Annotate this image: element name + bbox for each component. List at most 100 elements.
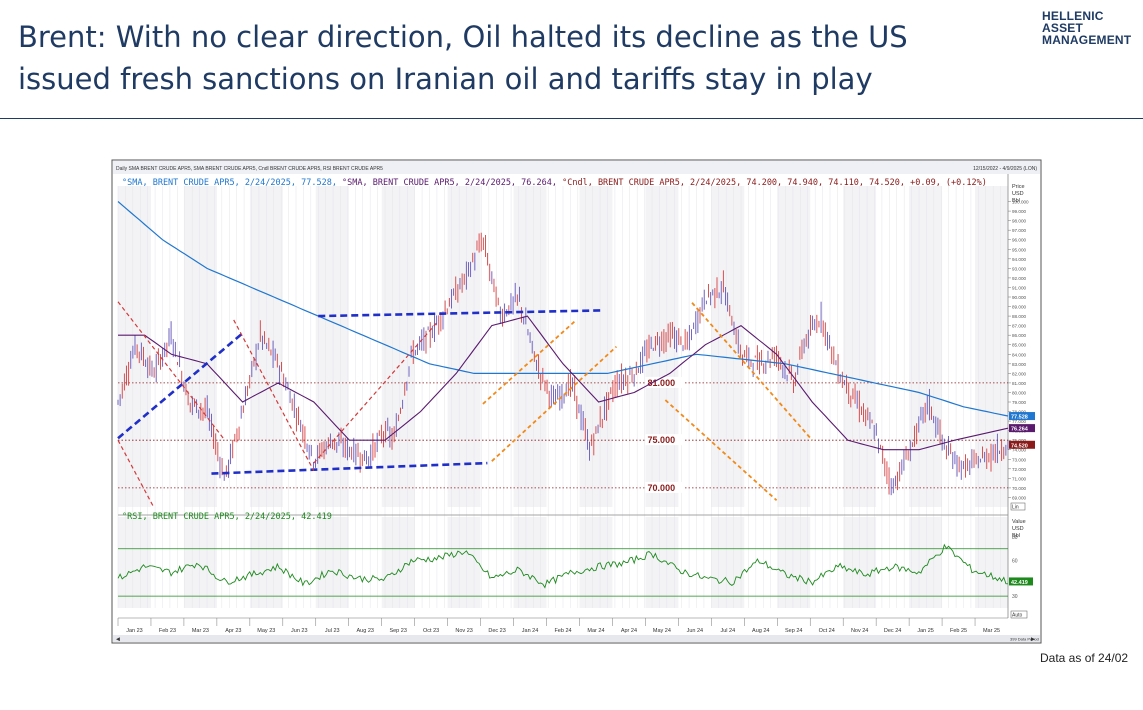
rsi-last-tag [1009, 577, 1033, 586]
x-month-label: Sep 23 [389, 628, 406, 634]
y-tick-label: 75.000 [1012, 438, 1026, 443]
price-axis-title: Bbl [1012, 198, 1020, 204]
x-month-label: Aug 24 [752, 628, 769, 634]
y-tick-label: 97.000 [1012, 228, 1026, 233]
y-tick-label: 90.000 [1012, 295, 1026, 300]
scroll-bar [113, 635, 1040, 642]
y-tick-label: 87.000 [1012, 324, 1026, 329]
last-value-label: 74.520 [1011, 443, 1028, 449]
x-month-label: Jan 25 [917, 628, 934, 634]
level-label-bg [645, 434, 684, 446]
data-period-label: 399 Data Period [1010, 637, 1039, 642]
rsi-last-label: 42.419 [1011, 580, 1028, 586]
rsi-tick-label: 80 [1012, 535, 1018, 541]
price-axis-title: Price [1012, 184, 1025, 190]
trendline-blue [318, 309, 604, 318]
trendline-orange [664, 399, 778, 501]
logo-line-3: MANAGEMENT [1042, 33, 1132, 47]
y-tick-label: 84.000 [1012, 352, 1026, 357]
level-label-bg [645, 481, 684, 493]
last-value-tag [1009, 440, 1035, 449]
month-band [711, 186, 745, 507]
month-band [777, 517, 811, 608]
legend-legend_sma1: °SMA, BRENT CRUDE APR5, 2/24/2025, 77.52… [122, 178, 337, 188]
month-band [315, 517, 349, 608]
y-tick-label: 79.000 [1012, 400, 1026, 405]
x-month-label: Jan 24 [522, 628, 539, 634]
x-month-label: Mar 25 [983, 628, 1000, 634]
x-month-label: Oct 24 [819, 628, 835, 634]
x-month-label: Jul 23 [325, 628, 340, 634]
y-tick-label: 89.000 [1012, 305, 1026, 310]
x-month-label: Nov 23 [455, 628, 472, 634]
title-line-1: Brent: With no clear direction, Oil halt… [18, 20, 908, 54]
scroll-right-icon: ▶ [1031, 637, 1035, 643]
level-label: 81.000 [648, 378, 676, 388]
trendline-red [233, 319, 315, 472]
x-month-label: Mar 24 [587, 628, 604, 634]
y-tick-label: 71.000 [1012, 476, 1026, 481]
rsi-axis-title: Value [1012, 519, 1026, 525]
level-label: 75.000 [648, 435, 676, 445]
y-tick-label: 100.000 [1012, 200, 1029, 205]
y-tick-label: 98.000 [1012, 219, 1026, 224]
trendline-orange [691, 302, 813, 441]
auto-label: Auto [1012, 613, 1023, 619]
y-tick-label: 95.000 [1012, 247, 1026, 252]
last-value-tag [1009, 412, 1035, 421]
x-month-label: May 24 [653, 628, 671, 634]
y-tick-label: 88.000 [1012, 314, 1026, 319]
x-month-label: Jul 24 [720, 628, 735, 634]
month-band [447, 517, 481, 608]
month-band [711, 517, 745, 608]
rsi-tick-label: 30 [1012, 594, 1018, 600]
month-band [183, 186, 217, 507]
auto-box [1010, 610, 1028, 619]
y-tick-label: 85.000 [1012, 343, 1026, 348]
x-month-label: May 23 [257, 628, 275, 634]
month-band [118, 517, 151, 608]
x-month-label: Dec 23 [488, 628, 505, 634]
y-tick-label: 78.000 [1012, 410, 1026, 415]
trendline-red [313, 320, 439, 464]
price-axis-title: USD [1012, 191, 1024, 197]
y-tick-label: 70.000 [1012, 486, 1026, 491]
y-tick-label: 73.000 [1012, 457, 1026, 462]
y-tick-label: 72.000 [1012, 467, 1026, 472]
y-tick-label: 93.000 [1012, 266, 1026, 271]
x-month-label: Nov 24 [851, 628, 868, 634]
data-as-of-note: Data as of 24/02 [1040, 651, 1129, 665]
x-month-label: Apr 24 [621, 628, 637, 634]
y-tick-label: 91.000 [1012, 285, 1026, 290]
month-band [579, 186, 613, 507]
x-month-label: Jun 24 [687, 628, 704, 634]
chart-small-header: Daily SMA BRENT CRUDE APR5, SMA BRENT CR… [116, 166, 383, 172]
trendline-blue [211, 461, 488, 475]
x-month-label: Oct 23 [423, 628, 439, 634]
y-tick-label: 92.000 [1012, 276, 1026, 281]
x-month-label: Jan 23 [126, 628, 143, 634]
y-tick-label: 96.000 [1012, 238, 1026, 243]
logo-line-2: ASSET [1042, 21, 1084, 35]
month-band [381, 517, 415, 608]
legend-legend_sma2: °SMA, BRENT CRUDE APR5, 2/24/2025, 76.26… [337, 178, 557, 188]
legend-legend_cndl: °Cndl, BRENT CRUDE APR5, 2/24/2025, 74.2… [557, 178, 987, 188]
month-band [513, 186, 547, 507]
y-tick-label: 99.000 [1012, 209, 1026, 214]
x-month-label: Apr 23 [225, 628, 241, 634]
month-band [975, 186, 1008, 507]
month-band [909, 186, 943, 507]
trendline-blue [117, 332, 244, 440]
sma-long-line [117, 201, 1009, 417]
level-label-bg [645, 376, 684, 388]
candles-group [117, 232, 1009, 496]
sma-short-line [118, 315, 1009, 451]
last-value-label: 76.264 [1011, 427, 1029, 433]
month-band [975, 517, 1008, 608]
month-band [381, 186, 415, 507]
y-tick-label: 86.000 [1012, 333, 1026, 338]
x-month-label: Dec 24 [884, 628, 901, 634]
y-tick-label: 94.000 [1012, 257, 1026, 262]
y-tick-label: 77.000 [1012, 419, 1026, 424]
month-band [447, 186, 481, 507]
